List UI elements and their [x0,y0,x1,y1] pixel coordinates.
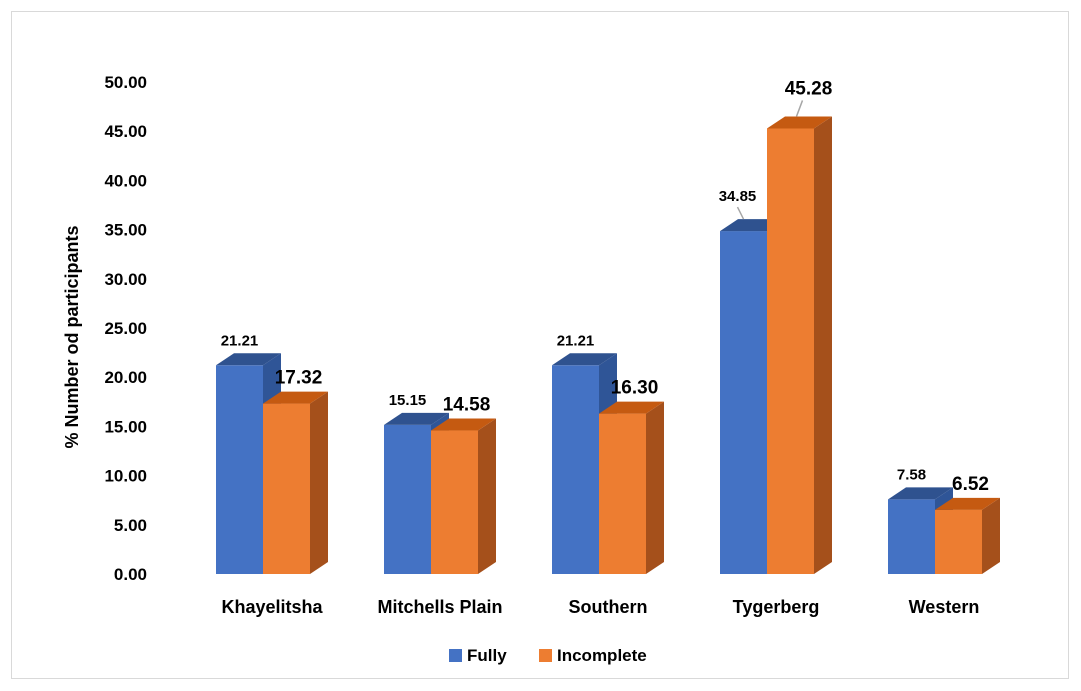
leader-line [795,100,804,117]
data-label: 21.21 [557,332,595,349]
leader-line [736,206,745,220]
chart-frame: 0.00 5.00 10.00 15.00 20.00 25.00 30.00 35.00 40… [11,11,1069,679]
bars: 21.21 17.32 15.15 14.58 21.21 16.30 34.85 45.28… [216,78,1000,575]
data-label: 6.52 [952,474,989,495]
y-axis: 0.00 5.00 10.00 15.00 20.00 25.00 30.00 35.00 40… [104,73,147,584]
data-label: 15.15 [389,392,427,409]
data-label: 34.85 [719,188,757,205]
y-tick-label: 0.00 [114,565,147,584]
bar-side [646,401,664,574]
bar-fully-tygerberg [720,231,767,575]
y-tick-label: 40.00 [104,171,147,190]
y-tick-label: 10.00 [104,467,147,486]
bar-top [431,418,496,431]
data-label: 17.32 [275,368,323,389]
legend: Fully Incomplete [449,646,647,665]
x-tick-label: Mitchells Plain [377,597,502,617]
y-tick-label: 15.00 [104,417,147,436]
x-tick-label: Southern [569,597,648,617]
bar-side [310,391,328,574]
bar-top [599,401,664,414]
y-tick-label: 5.00 [114,516,147,535]
data-label: 45.28 [785,78,833,99]
y-axis-label: % Number od participants [62,225,82,448]
bar-fully-khayelitsha [216,365,263,574]
legend-label-fully: Fully [467,646,507,665]
bar-top [888,487,953,500]
y-tick-label: 20.00 [104,368,147,387]
bar-top [552,353,617,366]
x-tick-label: Tygerberg [733,597,820,617]
y-tick-label: 25.00 [104,319,147,338]
legend-swatch-fully [449,649,462,662]
bar-incomplete-southern [599,413,646,574]
data-label: 7.58 [897,466,926,483]
bar-side [814,116,832,575]
bar-fully-southern [552,365,599,574]
bar-fully-mitchells-plain [384,424,431,574]
x-tick-label: Western [909,597,980,617]
y-tick-label: 50.00 [104,73,147,92]
data-label: 21.21 [221,332,259,349]
bar-top [935,497,1000,510]
y-tick-label: 35.00 [104,221,147,240]
x-tick-label: Khayelitsha [221,597,323,617]
x-axis: Khayelitsha Mitchells Plain Southern Tygerb… [221,597,979,617]
bar-top [384,412,449,425]
data-label: 14.58 [443,395,491,416]
bar-side [982,497,1000,574]
bar-incomplete-tygerberg [767,128,814,574]
legend-swatch-incomplete [539,649,552,662]
bar-incomplete-mitchells-plain [431,430,478,574]
data-label: 16.30 [611,378,659,399]
bar-chart: 0.00 5.00 10.00 15.00 20.00 25.00 30.00 35.00 40… [62,73,1000,665]
bar-top [263,391,328,404]
bar-incomplete-khayelitsha [263,403,310,574]
legend-label-incomplete: Incomplete [557,646,647,665]
bar-top [216,353,281,366]
bar-top [767,116,832,129]
bar-side [478,418,496,574]
bar-incomplete-western [935,509,982,574]
y-tick-label: 30.00 [104,270,147,289]
bar-fully-western [888,499,935,574]
y-tick-label: 45.00 [104,122,147,141]
